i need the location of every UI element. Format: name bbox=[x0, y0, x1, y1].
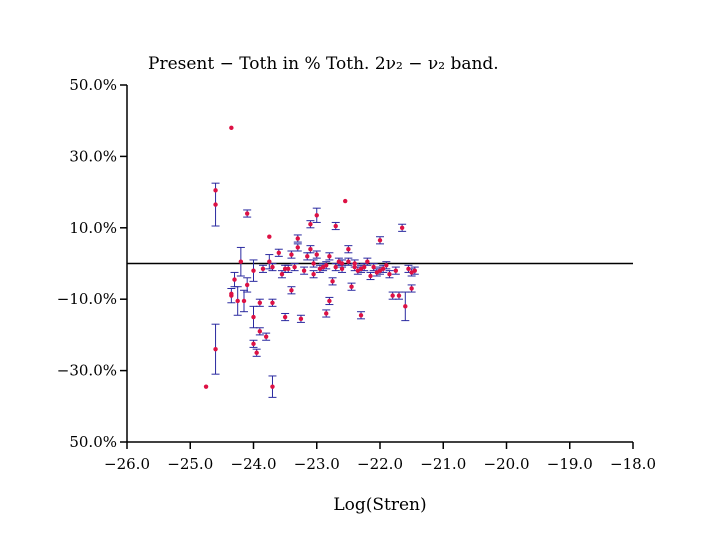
data-point bbox=[339, 261, 345, 266]
data-point bbox=[213, 202, 218, 207]
data-point bbox=[276, 250, 281, 255]
x-tick-label: −21.0 bbox=[420, 455, 466, 473]
x-tick-label: −26.0 bbox=[104, 455, 150, 473]
data-point bbox=[399, 225, 405, 230]
data-point bbox=[339, 266, 345, 272]
data-point bbox=[349, 284, 354, 289]
data-point bbox=[380, 266, 386, 272]
data-point bbox=[384, 263, 389, 268]
data-point bbox=[368, 273, 373, 279]
data-point bbox=[409, 286, 414, 291]
data-point bbox=[298, 316, 304, 322]
data-point bbox=[213, 188, 218, 193]
y-tick-label: −30.0% bbox=[57, 362, 117, 380]
data-point bbox=[346, 247, 351, 252]
data-point bbox=[289, 288, 294, 293]
data-point bbox=[305, 254, 310, 259]
x-tick-label: −20.0 bbox=[484, 455, 530, 473]
data-point bbox=[330, 279, 335, 284]
data-point bbox=[406, 266, 411, 272]
data-point bbox=[314, 213, 319, 218]
data-point bbox=[260, 266, 266, 272]
data-point bbox=[229, 125, 234, 131]
data-point bbox=[251, 268, 256, 273]
data-point bbox=[324, 263, 329, 268]
data-point bbox=[282, 314, 288, 320]
data-point bbox=[232, 277, 237, 282]
data-point bbox=[343, 198, 348, 204]
data-point bbox=[229, 293, 234, 298]
data-point bbox=[203, 384, 209, 389]
data-point bbox=[244, 282, 250, 288]
data-point bbox=[295, 245, 300, 250]
data-point bbox=[241, 298, 247, 304]
data-point bbox=[371, 264, 376, 270]
data-point bbox=[213, 346, 218, 352]
data-point bbox=[270, 384, 275, 389]
data-point bbox=[352, 261, 357, 266]
x-tick-label: −22.0 bbox=[357, 455, 403, 473]
data-point bbox=[235, 298, 240, 304]
data-point bbox=[327, 254, 332, 259]
data-point bbox=[346, 259, 351, 264]
data-point bbox=[390, 293, 395, 298]
data-point bbox=[365, 259, 370, 264]
data-point bbox=[308, 247, 313, 252]
data-point bbox=[333, 223, 338, 229]
data-point bbox=[251, 314, 256, 320]
data-point bbox=[352, 264, 357, 270]
data-point bbox=[311, 261, 316, 266]
data-point bbox=[257, 329, 263, 334]
data-point bbox=[327, 298, 332, 304]
data-point bbox=[333, 264, 338, 270]
data-point bbox=[314, 252, 319, 257]
data-point bbox=[311, 272, 316, 277]
data-point bbox=[254, 350, 259, 355]
data-point bbox=[361, 264, 367, 270]
data-point bbox=[308, 222, 313, 227]
data-point bbox=[396, 293, 402, 298]
data-point bbox=[251, 341, 256, 347]
data-point bbox=[387, 272, 392, 277]
data-points bbox=[203, 125, 417, 389]
data-point bbox=[393, 268, 399, 273]
x-tick-label: −18.0 bbox=[610, 455, 656, 473]
data-point bbox=[270, 264, 275, 270]
data-point bbox=[263, 334, 269, 339]
axes: 50.0% 30.0% 10.0% −10.0% −30.0% 50.0% −26.0 −25… bbox=[57, 76, 656, 473]
data-point bbox=[257, 300, 263, 305]
y-tick-label: 50.0% bbox=[69, 433, 117, 451]
data-point bbox=[244, 211, 250, 216]
data-point bbox=[238, 259, 244, 264]
data-point bbox=[289, 252, 294, 257]
x-axis-label: Log(Stren) bbox=[333, 495, 426, 515]
data-point bbox=[282, 266, 288, 272]
x-tick-label: −23.0 bbox=[294, 455, 340, 473]
x-tick-label: −24.0 bbox=[231, 455, 277, 473]
data-point bbox=[292, 264, 297, 270]
data-point bbox=[267, 234, 272, 239]
data-point bbox=[295, 236, 300, 241]
data-point bbox=[377, 238, 383, 243]
data-point bbox=[403, 304, 408, 309]
x-tick-label: −25.0 bbox=[167, 455, 213, 473]
y-tick-label: 30.0% bbox=[69, 147, 117, 165]
chart-title: Present − Toth in % Toth. 2ν₂ − ν₂ band. bbox=[148, 54, 499, 74]
x-tick-label: −19.0 bbox=[547, 455, 593, 473]
data-point bbox=[358, 313, 364, 318]
data-point bbox=[324, 311, 329, 316]
data-point bbox=[267, 259, 272, 264]
data-point bbox=[412, 268, 417, 273]
y-tick-label: −10.0% bbox=[57, 290, 117, 308]
data-point bbox=[270, 300, 275, 305]
data-point bbox=[301, 268, 307, 273]
data-point bbox=[279, 272, 285, 277]
y-tick-label: 10.0% bbox=[69, 219, 117, 237]
y-tick-label: 50.0% bbox=[69, 76, 117, 94]
data-point bbox=[286, 266, 291, 272]
